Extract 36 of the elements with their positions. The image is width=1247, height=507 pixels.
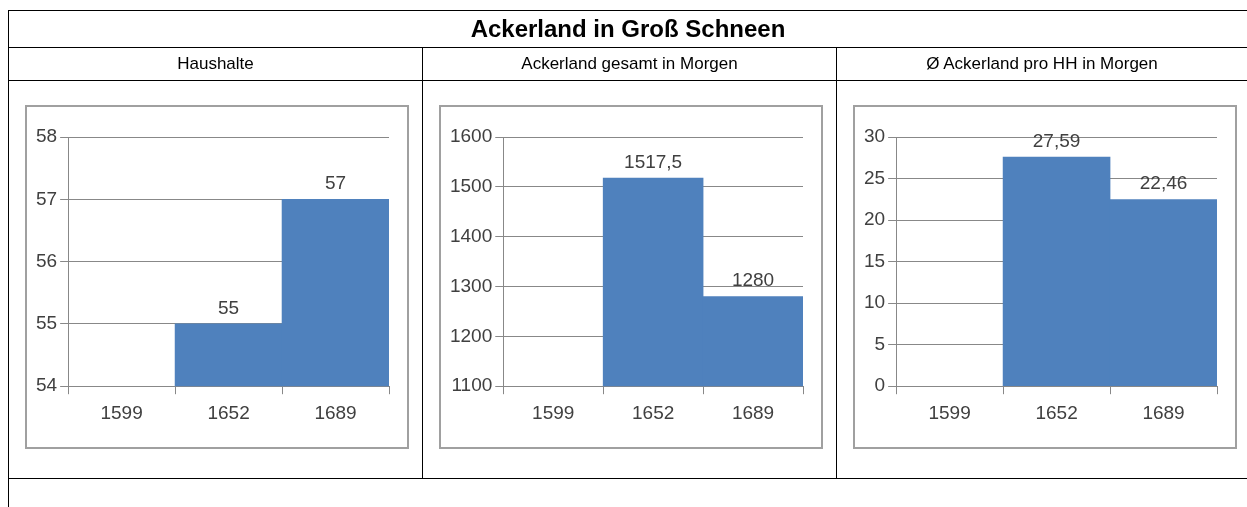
chart-title: Haushalte	[9, 48, 422, 81]
y-tick-label: 0	[874, 374, 886, 396]
y-tick-label: 10	[863, 291, 886, 313]
x-tick-label: 1689	[1142, 401, 1185, 423]
y-tick-label: 5	[874, 332, 886, 354]
y-tick-label: 15	[863, 249, 886, 271]
y-tick-label: 1600	[449, 125, 493, 147]
x-tick-label: 1599	[100, 401, 143, 423]
y-tick-label: 56	[35, 249, 58, 271]
x-tick-label: 1689	[731, 401, 775, 423]
chart-title: Ø Ackerland pro HH in Morgen	[837, 48, 1247, 81]
y-tick-label: 25	[863, 166, 886, 188]
data-label: 22,46	[1139, 172, 1188, 194]
y-tick-label: 1100	[451, 374, 493, 396]
y-tick-label: 30	[863, 125, 886, 147]
y-tick-label: 58	[35, 125, 58, 147]
data-label: 55	[218, 296, 240, 318]
x-tick-label: 1599	[532, 401, 575, 423]
x-tick-label: 1652	[631, 401, 675, 423]
y-tick-label: 55	[35, 312, 58, 334]
x-tick-label: 1599	[928, 401, 971, 423]
y-tick-label: 20	[863, 208, 886, 230]
chart-title: Ackerland gesamt in Morgen	[423, 48, 836, 81]
y-tick-label: 1300	[449, 274, 493, 296]
x-tick-label: 1689	[314, 401, 357, 423]
y-tick-label: 54	[35, 374, 58, 396]
y-tick-label: 1400	[449, 224, 493, 246]
y-tick-label: 1200	[449, 324, 493, 346]
y-tick-label: 57	[35, 187, 58, 209]
data-label: 1280	[731, 269, 775, 291]
y-tick-label: 1500	[449, 175, 493, 197]
text: Ackerland in Groß Schneen	[9, 11, 1247, 48]
data-label: 57	[324, 172, 347, 194]
x-tick-label: 1652	[1035, 401, 1078, 423]
data-label: 1517,5	[624, 150, 683, 172]
x-tick-label: 1652	[207, 401, 250, 423]
